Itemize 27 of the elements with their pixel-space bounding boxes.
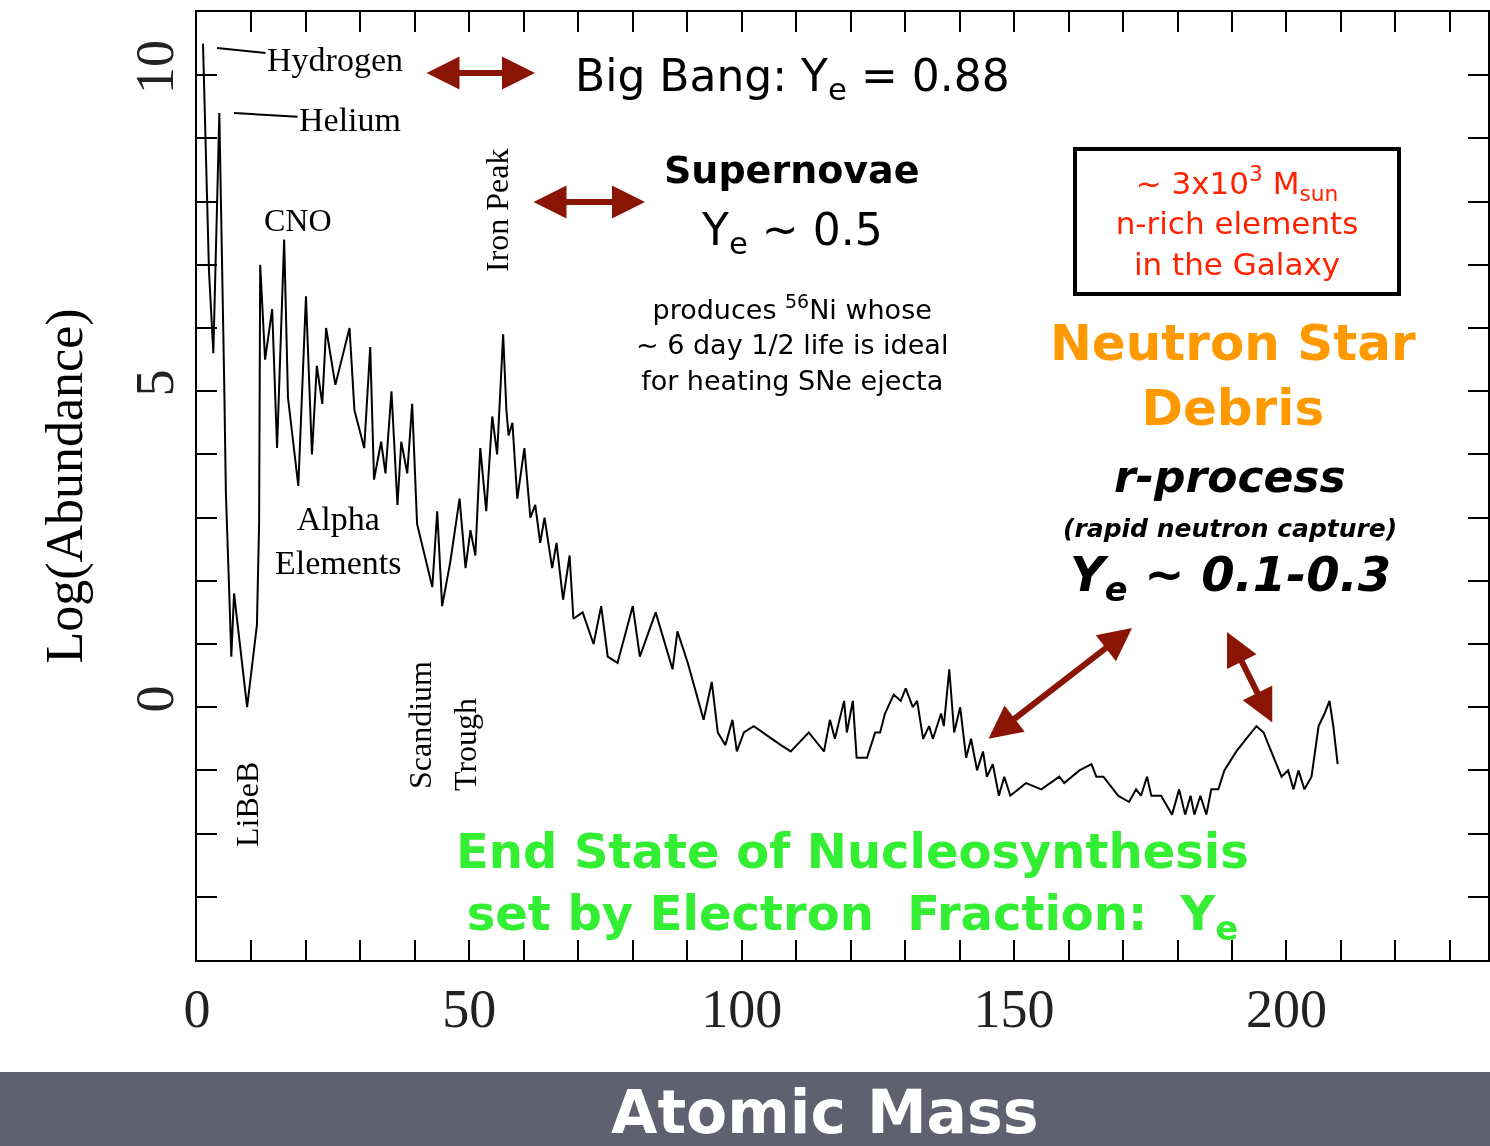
x-axis-title: Atomic Mass: [611, 1077, 1039, 1146]
annotation: Scandium: [402, 660, 438, 789]
annotation: Alpha Elements: [275, 500, 402, 582]
x-tick-label: 50: [442, 978, 497, 1039]
annotation: produces $^{56}$Ni whose ~ 6 day 1/2 life is ideal for heating SNe ejecta: [636, 290, 949, 396]
annotation: End State of Nucleosynthesis set by Electron Fraction: Y$_{e}$: [456, 823, 1249, 949]
y-tick-label: 10: [125, 40, 186, 95]
annotation: r-process: [1114, 451, 1346, 502]
annotation: ~ 3x10$^{3}$ M$_{sun}$ n-rich elements in the Galaxy: [1115, 161, 1359, 282]
annotation: Big Bang: Y$_{e}$ = 0.88: [575, 50, 1010, 108]
y-axis-title: Log(Abundance): [36, 308, 94, 664]
annotation: LiBeB: [229, 761, 265, 847]
annotation: Trough: [447, 697, 483, 791]
annotation: Hydrogen: [267, 41, 403, 78]
x-tick-label: 150: [973, 978, 1055, 1039]
annotation: Iron Peak: [479, 148, 515, 272]
y-tick-label: 5: [125, 369, 186, 397]
annotation: CNO: [264, 202, 332, 238]
annotation: Neutron Star Debris: [1050, 314, 1416, 437]
annotation: (rapid neutron capture): [1063, 514, 1398, 543]
annotation: Supernovae: [664, 148, 920, 192]
annotation: Helium: [299, 101, 401, 138]
y-tick-label: 0: [125, 685, 186, 713]
annotation: Y$_{e}$ ~ 0.5: [701, 204, 883, 262]
x-tick-label: 100: [701, 978, 783, 1039]
annotation: Y$_{e}$ ~ 0.1-0.3: [1070, 546, 1392, 610]
x-tick-label: 200: [1245, 978, 1327, 1039]
